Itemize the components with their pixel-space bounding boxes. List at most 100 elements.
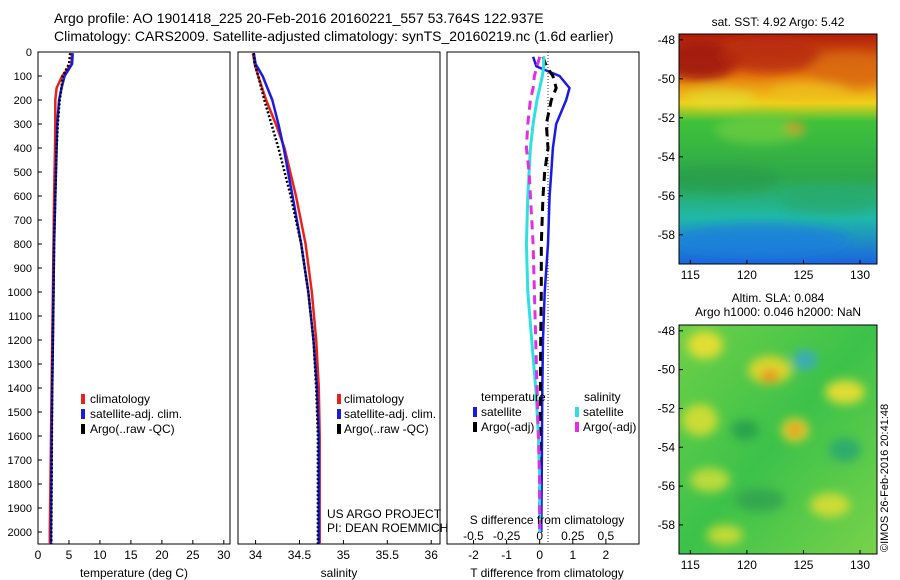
map-x-tick-label: 130 — [850, 558, 870, 572]
x-tick-label: 1 — [569, 548, 576, 562]
series-line-argo-raw-qc- — [50, 53, 72, 544]
depth-tick-label: 1900 — [8, 503, 32, 515]
title-line-2: Climatology: CARS2009. Satellite-adjuste… — [54, 28, 614, 44]
x-tick-label: 0 — [536, 548, 543, 562]
depth-tick-label: 500 — [14, 167, 32, 179]
sla-map-title: Altim. SLA: 0.084 — [732, 291, 825, 305]
x-tick-label: 20 — [155, 548, 169, 562]
legend-s-satellite: satellite — [583, 405, 624, 419]
map-y-tick-label: -56 — [658, 189, 676, 203]
sst-heatmap — [679, 34, 877, 264]
s-tick-label: 0.5 — [598, 529, 615, 543]
temperature-panel: 0100200300400500600700800900100011001200… — [8, 47, 231, 580]
map-y-tick-label: -56 — [658, 479, 676, 493]
temperature-x-axis: 0 5 10 15 20 25 30 — [35, 540, 231, 562]
credit-line-1: US ARGO PROJECT — [327, 507, 442, 521]
x-tick-label: 34 — [249, 548, 263, 562]
salinity-xlabel: salinity — [321, 566, 358, 580]
s-difference-x-axis: -0.5 -0.25 0 0.25 0.5 — [463, 529, 614, 543]
sst-map-frame — [678, 33, 878, 265]
salinity-panel: 34 34.5 35 35.5 36 salinity climatology sate… — [237, 51, 448, 580]
depth-tick-label: 600 — [14, 191, 32, 203]
series-line-temperature-satellite — [531, 56, 571, 533]
depth-tick-label: 300 — [14, 119, 32, 131]
depth-tick-label: 1300 — [8, 359, 32, 371]
sst-map-axes: 115 120 125 130 -48 -50 -52 -54 -56 -58 — [658, 33, 871, 282]
x-tick-label: -1 — [501, 548, 512, 562]
depth-tick-label: 900 — [14, 263, 32, 275]
temperature-axes-frame — [37, 51, 231, 545]
sla-map-frame — [678, 324, 878, 555]
x-tick-label: 25 — [186, 548, 200, 562]
depth-tick-label: 2000 — [8, 527, 32, 539]
imos-stamp: ©IMOS 26-Feb-2016 20:41:48 — [879, 404, 891, 552]
s-tick-label: -0.5 — [463, 529, 484, 543]
map-x-tick-label: 125 — [793, 268, 813, 282]
depth-tick-label: 800 — [14, 239, 32, 251]
sla-map-subtitle: Argo h1000: 0.046 h2000: NaN — [695, 305, 861, 319]
t-difference-label: T difference from climatology — [470, 566, 624, 580]
x-tick-label: 5 — [66, 548, 73, 562]
map-y-tick-label: -54 — [658, 440, 676, 454]
s-tick-label: 0 — [536, 529, 543, 543]
x-tick-label: 30 — [217, 548, 231, 562]
map-y-tick-label: -48 — [658, 324, 676, 338]
depth-tick-label: 400 — [14, 143, 32, 155]
series-line-salinity-argo-adj- — [524, 56, 542, 532]
x-tick-label: 10 — [93, 548, 107, 562]
legend-s-argo: Argo(-adj) — [583, 420, 636, 434]
map-y-tick-label: -58 — [658, 228, 676, 242]
map-x-tick-label: 120 — [737, 268, 757, 282]
sst-map-panel: sat. SST: 4.92 Argo: 5.42 115 120 125 130 -4… — [658, 15, 878, 282]
sla-heatmap — [679, 325, 877, 554]
map-y-tick-label: -54 — [658, 150, 676, 164]
x-tick-label: -2 — [468, 548, 479, 562]
depth-tick-label: 0 — [26, 47, 32, 59]
s-tick-label: 0.25 — [561, 529, 585, 543]
depth-tick-label: 700 — [14, 215, 32, 227]
t-difference-x-axis: -2 -1 0 1 2 — [468, 540, 610, 562]
legend-climatology-2: climatology — [344, 392, 404, 406]
map-y-tick-label: -58 — [658, 518, 676, 532]
legend-t-argo: Argo(-adj) — [481, 420, 534, 434]
depth-tick-label: 1200 — [8, 335, 32, 347]
map-x-tick-label: 130 — [850, 268, 870, 282]
x-tick-label: 34.5 — [288, 548, 312, 562]
salinity-lines — [251, 52, 321, 544]
depth-tick-label: 1000 — [8, 287, 32, 299]
legend-temperature-heading: temperature — [481, 390, 546, 404]
x-tick-label: 0 — [35, 548, 42, 562]
x-tick-label: 36 — [425, 548, 439, 562]
temperature-legend: climatology satellite-adj. clim. Argo(..… — [81, 392, 182, 436]
map-x-tick-label: 120 — [737, 558, 757, 572]
legend-climatology: climatology — [90, 392, 150, 406]
difference-panel: -2 -1 0 1 2 -0.5 -0.25 0 0.25 0.5 S difference f… — [446, 51, 640, 580]
temperature-depth-axis: 0 100 200 300 400 500 600 700 800 900 1000 1100 1200… — [8, 47, 42, 539]
sla-map-axes: 115 120 125 130 -48 -50 -52 -54 -56 -58 — [658, 324, 871, 572]
salinity-legend: climatology satellite-adj. clim. Argo(..… — [337, 392, 436, 436]
legend-satellite-adj-2: satellite-adj. clim. — [344, 407, 436, 421]
map-x-tick-label: 115 — [681, 268, 700, 282]
title-line-1: Argo profile: AO 1901418_225 20-Feb-2016… — [54, 10, 544, 26]
legend-salinity-heading: salinity — [584, 390, 621, 404]
depth-tick-label: 1500 — [8, 407, 32, 419]
legend-t-satellite: satellite — [481, 405, 522, 419]
salinity-x-axis: 34 34.5 35 35.5 36 — [249, 540, 438, 562]
legend-argo-2: Argo(..raw -QC) — [344, 422, 429, 436]
series-line-temperature-argo-adj- — [538, 56, 558, 532]
depth-tick-label: 1400 — [8, 383, 32, 395]
difference-lines — [524, 56, 571, 533]
salinity-axes-frame — [237, 51, 441, 545]
s-difference-label: S difference from climatology — [470, 513, 625, 527]
x-tick-label: 35 — [337, 548, 351, 562]
temperature-lines — [48, 53, 74, 544]
depth-tick-label: 1600 — [8, 431, 32, 443]
x-tick-label: 2 — [603, 548, 610, 562]
difference-legend: temperature salinity satellite Argo(-adj… — [473, 390, 636, 434]
depth-tick-label: 1100 — [8, 311, 32, 323]
series-line-argo-raw-qc- — [252, 53, 320, 544]
sst-map-title: sat. SST: 4.92 Argo: 5.42 — [712, 15, 845, 29]
depth-tick-label: 1800 — [8, 479, 32, 491]
legend-argo: Argo(..raw -QC) — [90, 422, 175, 436]
